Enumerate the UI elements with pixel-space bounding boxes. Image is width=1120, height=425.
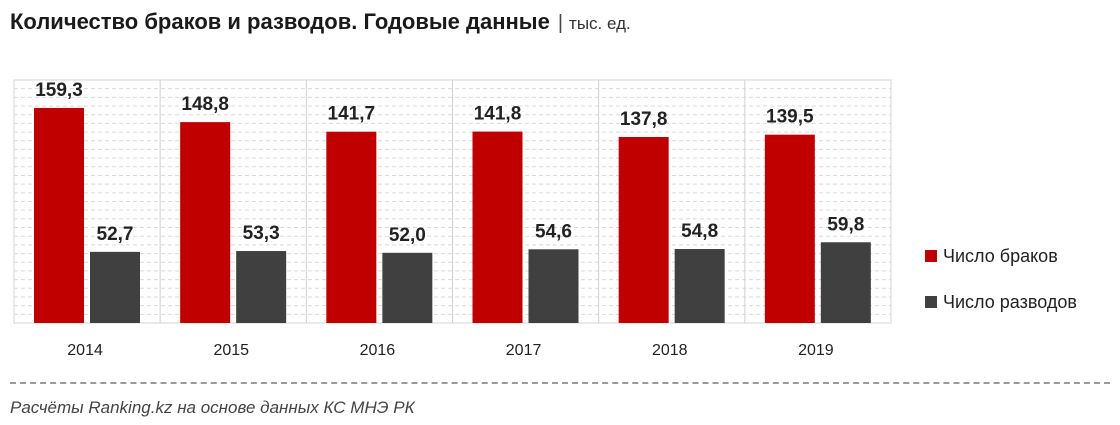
data-label: 52,7 — [97, 224, 134, 245]
bar-chart: 159,3 148,8 141,7 141,8 137,8 139,5 52,7 53,3 52… — [13, 79, 1077, 359]
bar-marriages — [34, 107, 84, 323]
divider — [10, 382, 1110, 384]
bar-marriages — [180, 122, 231, 324]
bar-marriages — [764, 134, 815, 323]
bar-marriages — [326, 131, 377, 323]
chart-header: Количество браков и разводов. Годовые да… — [10, 9, 631, 35]
category-label: 2017 — [506, 342, 542, 359]
data-label: 141,8 — [474, 104, 522, 125]
bar-marriages — [472, 131, 523, 323]
bar-divorces — [236, 251, 287, 323]
data-label: 159,3 — [35, 80, 83, 101]
bar-divorces — [528, 249, 579, 323]
bar-divorces — [674, 249, 725, 323]
data-label: 53,3 — [243, 223, 280, 244]
source-note: Расчёты Ranking.kz на основе данных КС М… — [10, 398, 415, 417]
chart-unit: тыс. ед. — [569, 14, 631, 33]
data-label: 52,0 — [389, 225, 426, 246]
data-label: 137,8 — [620, 109, 668, 130]
category-label: 2015 — [213, 342, 249, 359]
category-label: 2014 — [67, 342, 103, 359]
category-label: 2016 — [360, 342, 396, 359]
bar-marriages — [618, 136, 669, 323]
bar-divorces — [90, 251, 140, 323]
legend-swatch — [925, 296, 937, 308]
bar-divorces — [382, 252, 433, 323]
data-label: 139,5 — [766, 107, 814, 128]
data-label: 141,7 — [328, 104, 376, 125]
legend-label: Число разводов — [943, 292, 1077, 312]
data-label: 54,8 — [681, 221, 718, 242]
title-separator: | — [557, 12, 564, 34]
data-label: 59,8 — [827, 214, 864, 235]
legend-swatch — [925, 250, 937, 262]
category-label: 2019 — [798, 342, 834, 359]
bar-divorces — [820, 242, 871, 323]
category-label: 2018 — [652, 342, 688, 359]
legend-label: Число браков — [943, 246, 1058, 266]
data-label: 148,8 — [181, 94, 229, 115]
chart-title: Количество браков и разводов. Годовые да… — [10, 9, 550, 34]
data-label: 54,6 — [535, 221, 572, 242]
